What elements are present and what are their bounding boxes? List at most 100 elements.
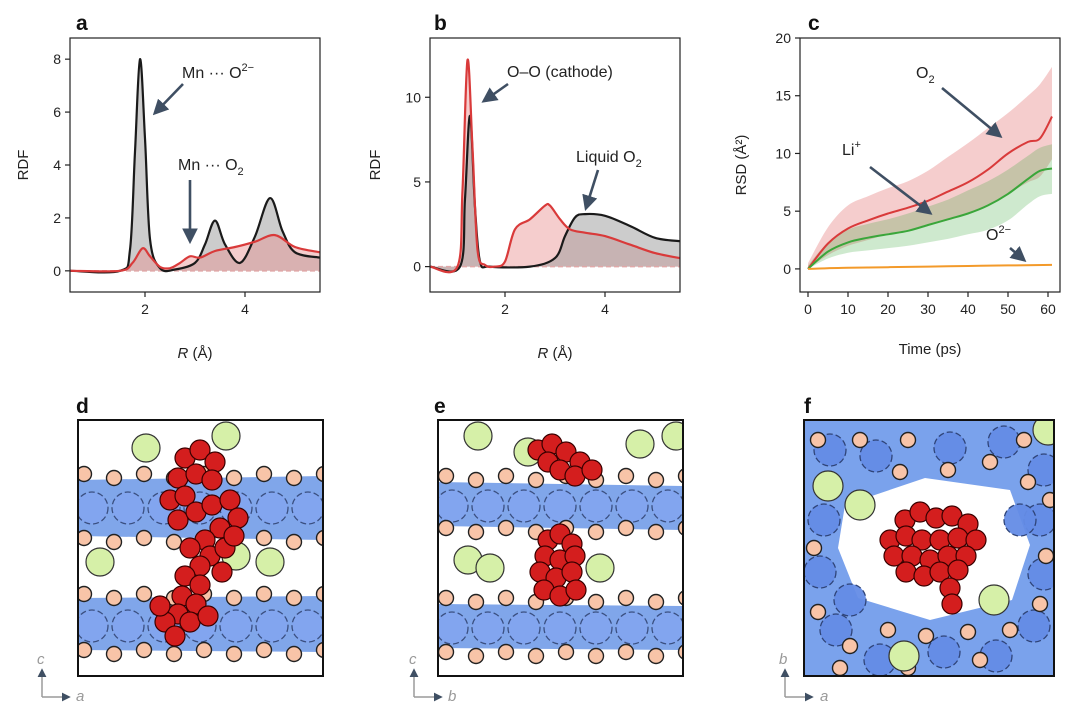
o2-cluster-f [879, 501, 987, 615]
mn-atom [507, 489, 541, 523]
mn-atom [615, 489, 649, 523]
oxide-atom [255, 641, 273, 659]
y-ticks-b: 0 5 10 [405, 89, 430, 275]
oxide-atom [438, 589, 455, 607]
oxide-atom [917, 627, 935, 645]
annotation-c-o2minus: O2− [986, 224, 1011, 244]
chart-a-marks [70, 58, 320, 274]
mn-atoms-f [804, 425, 1054, 676]
lithium-atom [844, 489, 876, 521]
panel-label-a: a [76, 12, 88, 35]
oxide-atom [105, 589, 123, 607]
oxide-atom [851, 431, 869, 449]
x-tick-label-b-1: 4 [601, 301, 609, 317]
oxide-atom [78, 585, 93, 603]
axis-label-d-horizontal: a [76, 688, 84, 705]
structure-e-frame [437, 419, 684, 677]
oxide-atom [677, 520, 683, 536]
oxide-atom [805, 539, 823, 557]
oxide-atom [225, 589, 243, 607]
mn-atom [111, 491, 145, 525]
oxide-atom [617, 589, 635, 607]
panel-label-c: c [808, 12, 820, 35]
oxide-atom [647, 523, 665, 541]
y-tick-label-c-1: 5 [783, 203, 791, 219]
oxide-atom [677, 644, 683, 660]
x-tick-label-c-0: 0 [804, 301, 812, 317]
oxide-atom [587, 523, 605, 541]
arrow-b-oo-cathode [481, 82, 509, 103]
oxide-atom [467, 523, 485, 541]
lithium-atom [255, 547, 285, 577]
annotation-b-oo-cathode: O–O (cathode) [507, 64, 613, 81]
oxide-atom [1019, 473, 1037, 491]
o2-atom [189, 439, 211, 461]
mn-atom [291, 609, 323, 643]
oxide-atom [165, 645, 183, 663]
oxide-atom [255, 585, 273, 603]
y-tick-label-c-4: 20 [775, 30, 791, 46]
oxide-atom [105, 645, 123, 663]
y-tick-label-a-1: 2 [53, 210, 61, 226]
oxide-atom [879, 621, 897, 639]
oxide-atom [841, 637, 859, 655]
oxide-atom [1015, 431, 1033, 449]
mn-atom [255, 491, 289, 525]
oxide-atom [647, 593, 665, 611]
oxide-atom [809, 431, 827, 449]
oxide-atom [78, 529, 93, 547]
plot-frame-c [799, 37, 1061, 293]
mn-atom [438, 611, 469, 645]
o2-atom [167, 467, 189, 489]
o2-atom [204, 451, 226, 473]
mn-atom [833, 583, 867, 617]
x-tick-label-a-0: 2 [141, 301, 149, 317]
lithium-atom [211, 421, 241, 451]
oxide-atom [1037, 547, 1054, 565]
chart-b-marks [430, 58, 680, 274]
y-tick-label-b-0: 0 [413, 259, 421, 275]
y-tick-label-a-3: 6 [53, 104, 61, 120]
oxide-atom [617, 519, 635, 537]
y-axis-label-c: RSD (Å²) [733, 135, 750, 196]
y-tick-label-a-4: 8 [53, 51, 61, 67]
mn-atom [807, 503, 841, 537]
mn-atom [543, 489, 577, 523]
structure-e: c b [409, 419, 684, 705]
structure-f-content [804, 420, 1054, 676]
lithium-atom [585, 553, 615, 583]
oxide-atom [899, 431, 917, 449]
annotation-a-mn-o2: Mn ··· O2 [178, 157, 244, 178]
x-axis-label-a: R (Å) [177, 345, 212, 362]
oxide-atom [105, 469, 123, 487]
oxide-atom [497, 467, 515, 485]
o2-atom [164, 625, 186, 647]
oxide-atom [617, 467, 635, 485]
arrow-c-o2minus [1009, 245, 1027, 263]
oxide-atom [135, 641, 153, 659]
y-ticks-a: 0 2 4 6 8 [53, 51, 70, 279]
o2-atom [211, 561, 233, 583]
mn-atom [291, 491, 323, 525]
o2-atom [941, 593, 963, 615]
series-a-mn-o2-line [70, 233, 320, 273]
panel-label-d: d [76, 395, 89, 418]
series-c-o2minus-line [807, 263, 1053, 270]
oxide-atom [285, 533, 303, 551]
oxide-atom [315, 465, 323, 483]
oxide-atom [981, 453, 999, 471]
mn-atom [927, 635, 961, 669]
mn-atom [111, 609, 145, 643]
o2-cluster-d [149, 439, 249, 647]
oxide-atom [809, 603, 827, 621]
x-axis-label-b: R (Å) [537, 345, 572, 362]
oxide-atom [467, 647, 485, 665]
x-tick-label-c-3: 30 [920, 301, 936, 317]
oxide-atom [285, 589, 303, 607]
oxide-atom [467, 593, 485, 611]
o2-atom [149, 595, 171, 617]
oxide-atom [285, 645, 303, 663]
